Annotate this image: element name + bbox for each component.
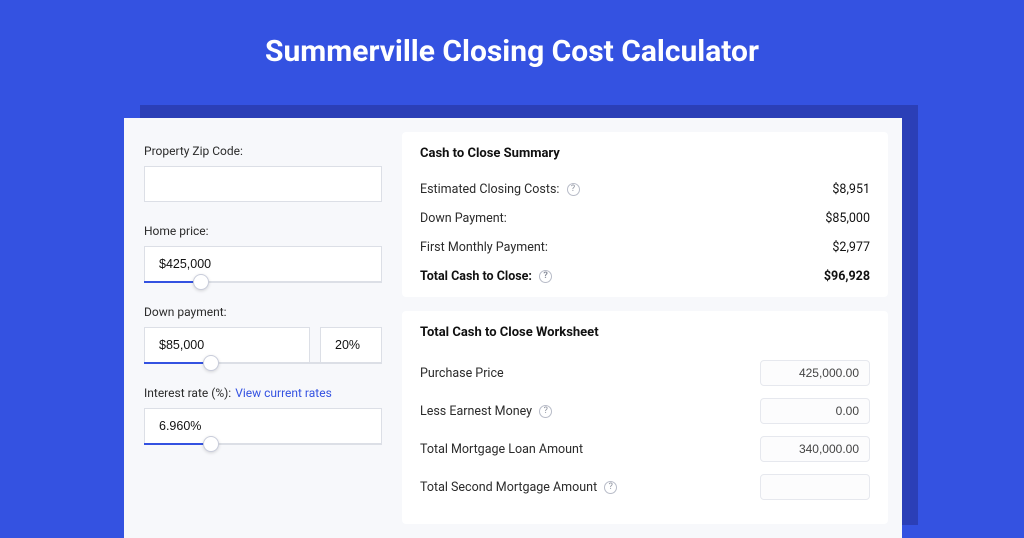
slider-thumb[interactable]	[193, 274, 209, 290]
down-payment-input[interactable]	[144, 327, 310, 363]
page-title: Summerville Closing Cost Calculator	[0, 0, 1024, 69]
summary-label: Estimated Closing Costs:	[420, 182, 559, 197]
home-price-slider[interactable]	[144, 281, 382, 283]
help-icon[interactable]: ?	[567, 183, 580, 196]
zip-label: Property Zip Code:	[144, 144, 382, 158]
summary-label: First Monthly Payment:	[420, 240, 548, 255]
view-rates-link[interactable]: View current rates	[235, 386, 332, 400]
slider-fill	[144, 443, 211, 445]
slider-fill	[144, 362, 211, 364]
home-price-group: Home price:	[144, 224, 382, 283]
help-icon[interactable]: ?	[539, 405, 552, 418]
worksheet-input[interactable]	[760, 360, 870, 386]
summary-row: Estimated Closing Costs: ? $8,951	[420, 175, 870, 204]
interest-label: Interest rate (%):	[144, 386, 231, 400]
worksheet-label: Purchase Price	[420, 366, 504, 381]
worksheet-row: Less Earnest Money ?	[420, 392, 870, 430]
summary-total-row: Total Cash to Close: ? $96,928	[420, 262, 870, 291]
summary-row: First Monthly Payment: $2,977	[420, 233, 870, 262]
summary-total-label: Total Cash to Close:	[420, 269, 532, 284]
interest-group: Interest rate (%): View current rates	[144, 386, 382, 445]
interest-slider[interactable]	[144, 443, 382, 445]
summary-panel: Cash to Close Summary Estimated Closing …	[402, 132, 888, 297]
results-column: Cash to Close Summary Estimated Closing …	[402, 132, 888, 524]
slider-thumb[interactable]	[203, 355, 219, 371]
worksheet-row: Total Second Mortgage Amount ?	[420, 468, 870, 506]
summary-total-value: $96,928	[824, 269, 870, 284]
interest-input[interactable]	[144, 408, 382, 444]
summary-value: $8,951	[832, 182, 870, 197]
summary-value: $2,977	[832, 240, 870, 255]
input-form: Property Zip Code: Home price: Down paym…	[138, 132, 388, 524]
worksheet-panel: Total Cash to Close Worksheet Purchase P…	[402, 311, 888, 524]
worksheet-input[interactable]	[760, 474, 870, 500]
down-payment-slider[interactable]	[144, 362, 382, 364]
down-payment-label: Down payment:	[144, 305, 382, 319]
help-icon[interactable]: ?	[604, 481, 617, 494]
worksheet-input[interactable]	[760, 398, 870, 424]
worksheet-row: Total Mortgage Loan Amount	[420, 430, 870, 468]
summary-value: $85,000	[825, 211, 870, 226]
calculator-card: Property Zip Code: Home price: Down paym…	[124, 118, 902, 538]
worksheet-label: Less Earnest Money	[420, 404, 532, 419]
worksheet-label: Total Mortgage Loan Amount	[420, 442, 583, 457]
worksheet-title: Total Cash to Close Worksheet	[420, 325, 870, 340]
slider-thumb[interactable]	[203, 436, 219, 452]
down-payment-pct-input[interactable]	[320, 327, 382, 363]
worksheet-input[interactable]	[760, 436, 870, 462]
worksheet-row: Purchase Price	[420, 354, 870, 392]
summary-title: Cash to Close Summary	[420, 146, 870, 161]
home-price-label: Home price:	[144, 224, 382, 238]
down-payment-group: Down payment:	[144, 305, 382, 364]
summary-label: Down Payment:	[420, 211, 507, 226]
help-icon[interactable]: ?	[539, 270, 552, 283]
worksheet-label: Total Second Mortgage Amount	[420, 480, 597, 495]
home-price-input[interactable]	[144, 246, 382, 282]
zip-input[interactable]	[144, 166, 382, 202]
summary-row: Down Payment: $85,000	[420, 204, 870, 233]
zip-group: Property Zip Code:	[144, 144, 382, 202]
